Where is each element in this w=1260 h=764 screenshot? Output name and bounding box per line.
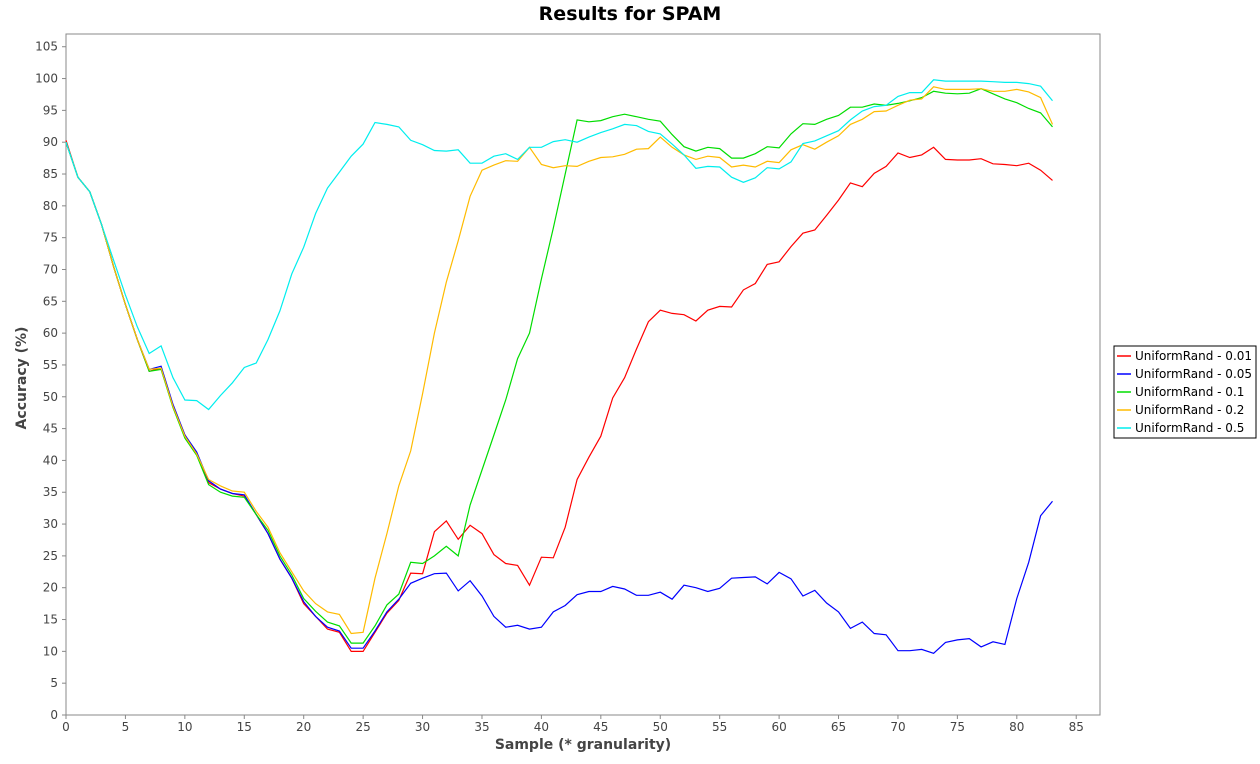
y-tick-label: 25 — [43, 549, 58, 563]
legend-label: UniformRand - 0.1 — [1135, 385, 1244, 399]
x-tick-label: 40 — [534, 720, 549, 734]
y-tick-label: 90 — [43, 135, 58, 149]
series-line — [65, 86, 1054, 635]
series-line — [65, 88, 1053, 644]
x-axis-label: Sample (* granularity) — [495, 737, 671, 753]
y-tick-label: 105 — [35, 40, 58, 54]
series-line — [65, 142, 1053, 654]
y-axis: 0 5 10 15 20 25 30 35 40 45 50 55 60 65 70 75 80 85 90 95 10… — [35, 34, 67, 722]
series-lines — [65, 79, 1054, 654]
plot-area — [65, 33, 1101, 716]
y-tick-label: 50 — [43, 390, 58, 404]
y-tick-label: 30 — [43, 517, 58, 531]
legend: UniformRand - 0.01 UniformRand - 0.05 Unif… — [1113, 345, 1257, 439]
y-axis-label: Accuracy (%) — [14, 327, 30, 430]
x-tick-label: 35 — [474, 720, 489, 734]
y-tick-label: 80 — [43, 199, 58, 213]
legend-label: UniformRand - 0.01 — [1135, 349, 1252, 363]
x-tick-label: 45 — [593, 720, 608, 734]
x-tick-label: 25 — [355, 720, 370, 734]
x-tick-label: 10 — [177, 720, 192, 734]
series-line — [65, 79, 1053, 411]
y-tick-label: 60 — [43, 326, 58, 340]
chart-title: Results for SPAM — [539, 3, 722, 25]
y-tick-label: 85 — [43, 167, 58, 181]
x-tick-label: 50 — [653, 720, 668, 734]
y-tick-label: 10 — [43, 644, 58, 658]
x-tick-label: 85 — [1069, 720, 1084, 734]
legend-label: UniformRand - 0.2 — [1135, 403, 1244, 417]
y-tick-label: 20 — [43, 581, 58, 595]
y-tick-label: 45 — [43, 422, 58, 436]
y-tick-label: 15 — [43, 613, 58, 627]
x-tick-label: 60 — [771, 720, 786, 734]
y-tick-label: 95 — [43, 103, 58, 117]
y-tick-label: 75 — [43, 231, 58, 245]
y-tick-label: 65 — [43, 294, 58, 308]
y-tick-label: 100 — [35, 72, 58, 86]
x-axis: 0 5 10 15 20 25 30 35 40 45 50 55 60 65 70 75 80 85 — [62, 714, 1100, 734]
y-tick-label: 40 — [43, 453, 58, 467]
x-tick-label: 70 — [890, 720, 905, 734]
x-tick-label: 75 — [950, 720, 965, 734]
y-tick-label: 70 — [43, 262, 58, 276]
x-tick-label: 55 — [712, 720, 727, 734]
x-tick-label: 5 — [122, 720, 130, 734]
legend-label: UniformRand - 0.5 — [1135, 421, 1244, 435]
x-tick-label: 0 — [62, 720, 70, 734]
legend-label: UniformRand - 0.05 — [1135, 367, 1252, 381]
legend-box — [1113, 345, 1257, 439]
x-tick-label: 15 — [237, 720, 252, 734]
x-tick-label: 30 — [415, 720, 430, 734]
y-tick-label: 55 — [43, 358, 58, 372]
x-tick-label: 80 — [1009, 720, 1024, 734]
x-tick-label: 65 — [831, 720, 846, 734]
y-tick-label: 0 — [50, 708, 58, 722]
y-tick-label: 5 — [50, 676, 58, 690]
x-tick-label: 20 — [296, 720, 311, 734]
y-tick-label: 35 — [43, 485, 58, 499]
